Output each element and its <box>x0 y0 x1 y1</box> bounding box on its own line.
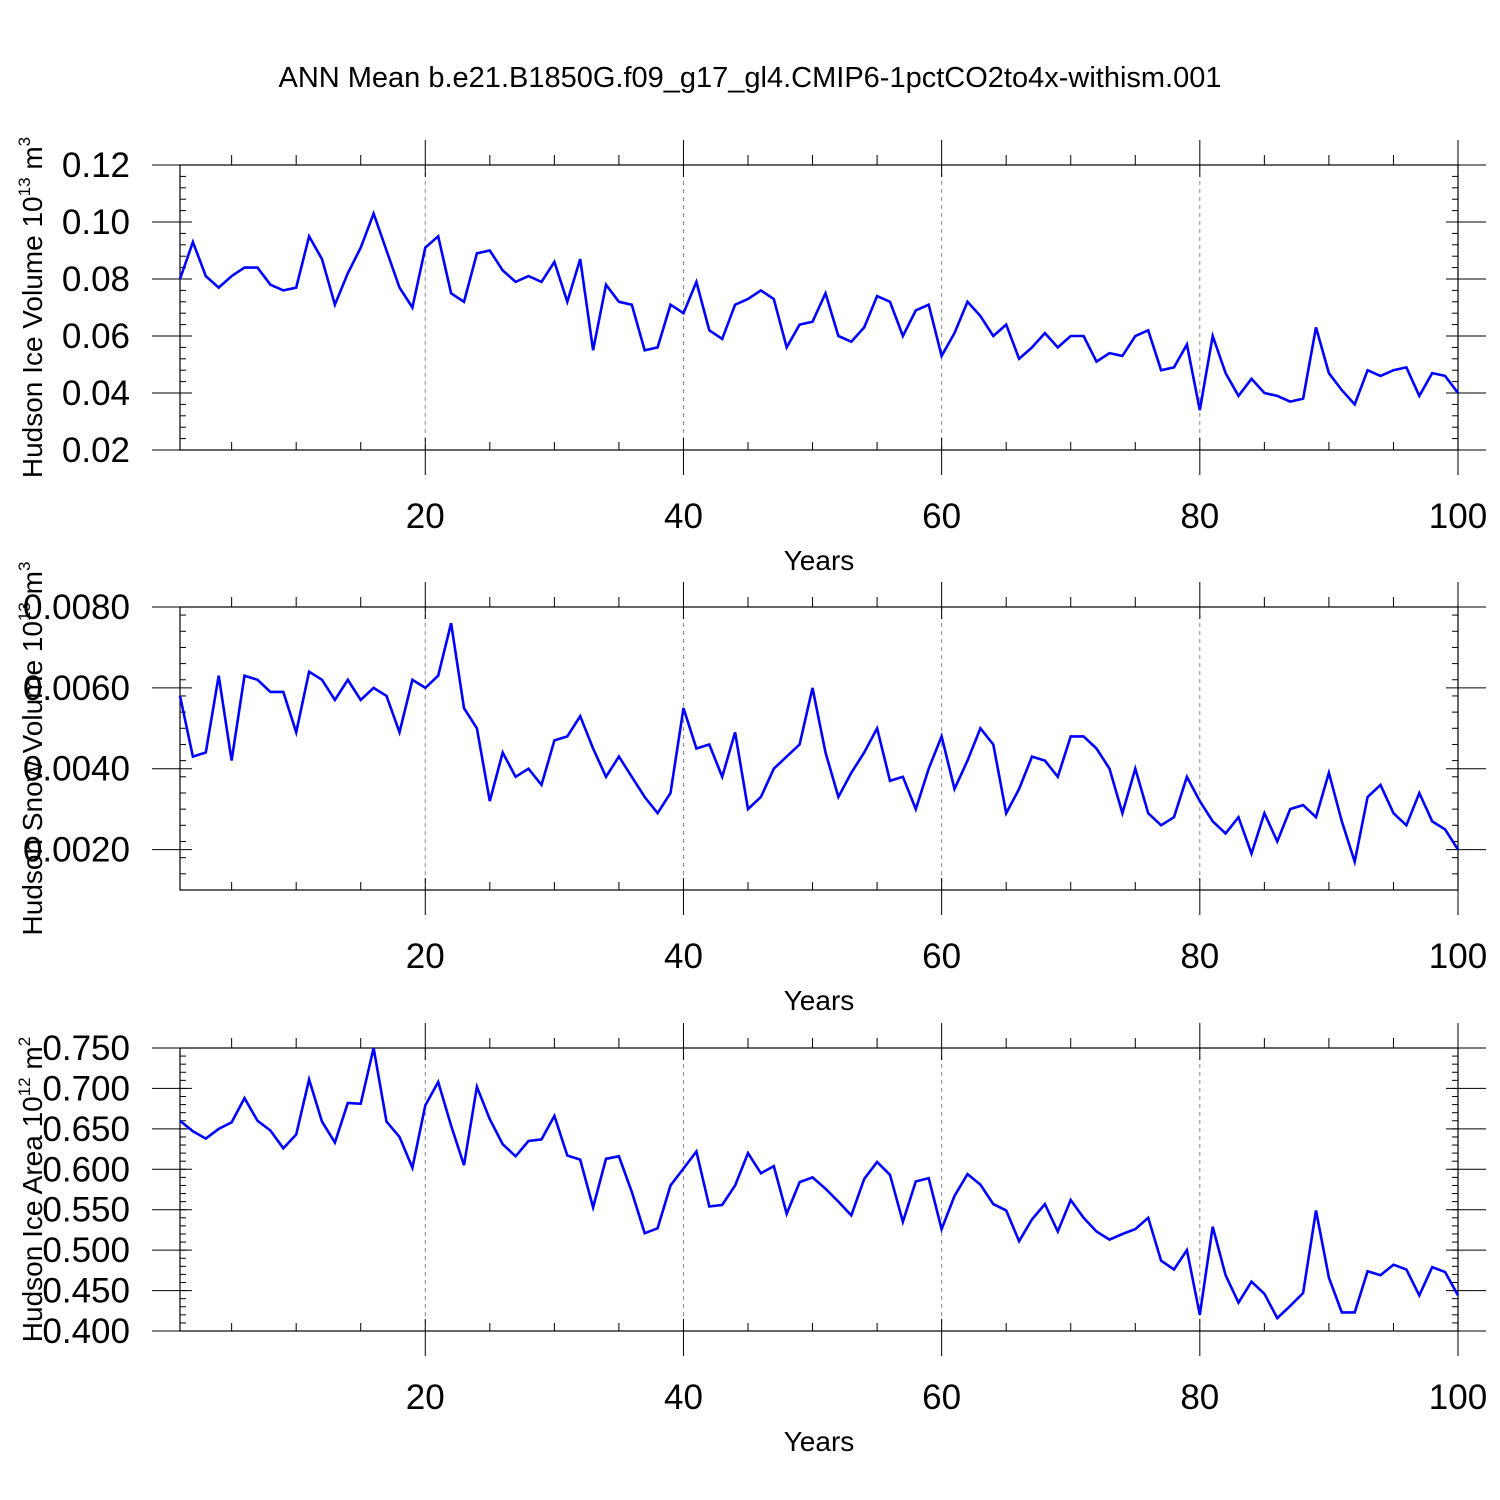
x-tick-label: 60 <box>922 497 961 536</box>
x-tick-label: 40 <box>664 497 703 536</box>
x-tick-label: 80 <box>1180 937 1219 976</box>
y-tick-label: 0.450 <box>42 1272 130 1311</box>
chart-panel-ice-area: 0.4000.4500.5000.5500.6000.6500.7000.750… <box>15 1023 1487 1457</box>
x-tick-label: 20 <box>406 497 445 536</box>
y-axis-label-exponent: 13 <box>15 177 34 196</box>
y-axis-label-text: Hudson Ice Volume 10 <box>17 196 48 478</box>
y-tick-label: 0.650 <box>42 1110 130 1149</box>
y-axis-label-unit: m <box>17 146 48 177</box>
x-tick-label: 60 <box>922 1378 961 1417</box>
y-axis-label-text: Hudson Ice Area 10 <box>17 1096 48 1342</box>
series-line-ice-area <box>179 1047 1460 1321</box>
y-tick-label: 0.600 <box>42 1150 130 1189</box>
y-axis-label: Hudson Ice Volume 1013 m3 <box>15 137 48 478</box>
y-axis-label-unit-exponent: 2 <box>15 1037 34 1046</box>
y-tick-label: 0.0060 <box>23 669 130 708</box>
y-tick-label: 0.0020 <box>23 831 130 870</box>
y-axis-label-unit: m <box>17 571 48 602</box>
x-tick-label: 100 <box>1429 497 1487 536</box>
x-tick-label: 20 <box>406 1378 445 1417</box>
x-tick-label: 100 <box>1429 1378 1487 1417</box>
y-tick-label: 0.02 <box>62 431 130 470</box>
x-axis-label: Years <box>784 1426 855 1457</box>
y-axis-label-unit: m <box>17 1046 48 1077</box>
y-axis-label-exponent: 13 <box>15 602 34 621</box>
y-tick-label: 0.750 <box>42 1029 130 1068</box>
chart-panel-snow-volume: 0.0020 0.0040 0.0060 0.0080 20 40 60 80 100 Years… <box>15 562 1487 1016</box>
x-tick-label: 60 <box>922 937 961 976</box>
plot-frame <box>179 164 1459 451</box>
chart-panel-ice-volume: 0.02 0.04 0.06 0.08 0.10 0.12 20 40 60 80 100 Years… <box>15 137 1487 576</box>
y-tick-label: 0.10 <box>62 203 130 242</box>
y-axis-label-exponent: 12 <box>15 1077 34 1096</box>
y-tick-label: 0.500 <box>42 1231 130 1270</box>
y-axis-label-text: Hudson Snow Volume 10 <box>17 621 48 935</box>
y-axis-label: Hudson Ice Area 1012 m2 <box>15 1037 48 1342</box>
y-axis-label-unit-exponent: 3 <box>15 562 34 571</box>
x-tick-label: 40 <box>664 1378 703 1417</box>
x-tick-label: 100 <box>1429 937 1487 976</box>
series-line-snow-volume <box>178 622 1460 867</box>
figure-title: ANN Mean b.e21.B1850G.f09_g17_gl4.CMIP6-… <box>278 62 1222 94</box>
series-line-ice-volume <box>178 209 1460 411</box>
y-tick-label: 0.08 <box>62 260 130 299</box>
y-tick-label: 0.400 <box>42 1312 130 1351</box>
x-tick-label: 20 <box>406 937 445 976</box>
y-tick-label: 0.0080 <box>23 588 130 627</box>
y-tick-label: 0.700 <box>42 1069 130 1108</box>
x-tick-label: 80 <box>1180 1378 1219 1417</box>
y-tick-label: 0.550 <box>42 1191 130 1230</box>
x-axis-label: Years <box>784 985 855 1016</box>
plot-frame <box>179 606 1459 891</box>
y-tick-label: 0.06 <box>62 317 130 356</box>
plot-frame <box>179 1047 1459 1332</box>
y-axis-label-unit-exponent: 3 <box>15 137 34 146</box>
x-tick-label: 40 <box>664 937 703 976</box>
x-axis-label: Years <box>784 545 855 576</box>
x-tick-label: 80 <box>1180 497 1219 536</box>
y-tick-label: 0.12 <box>62 146 130 185</box>
y-tick-label: 0.0040 <box>23 750 130 789</box>
y-axis-label: Hudson Snow Volume 1013 m3 <box>15 562 48 936</box>
y-tick-label: 0.04 <box>62 374 130 413</box>
